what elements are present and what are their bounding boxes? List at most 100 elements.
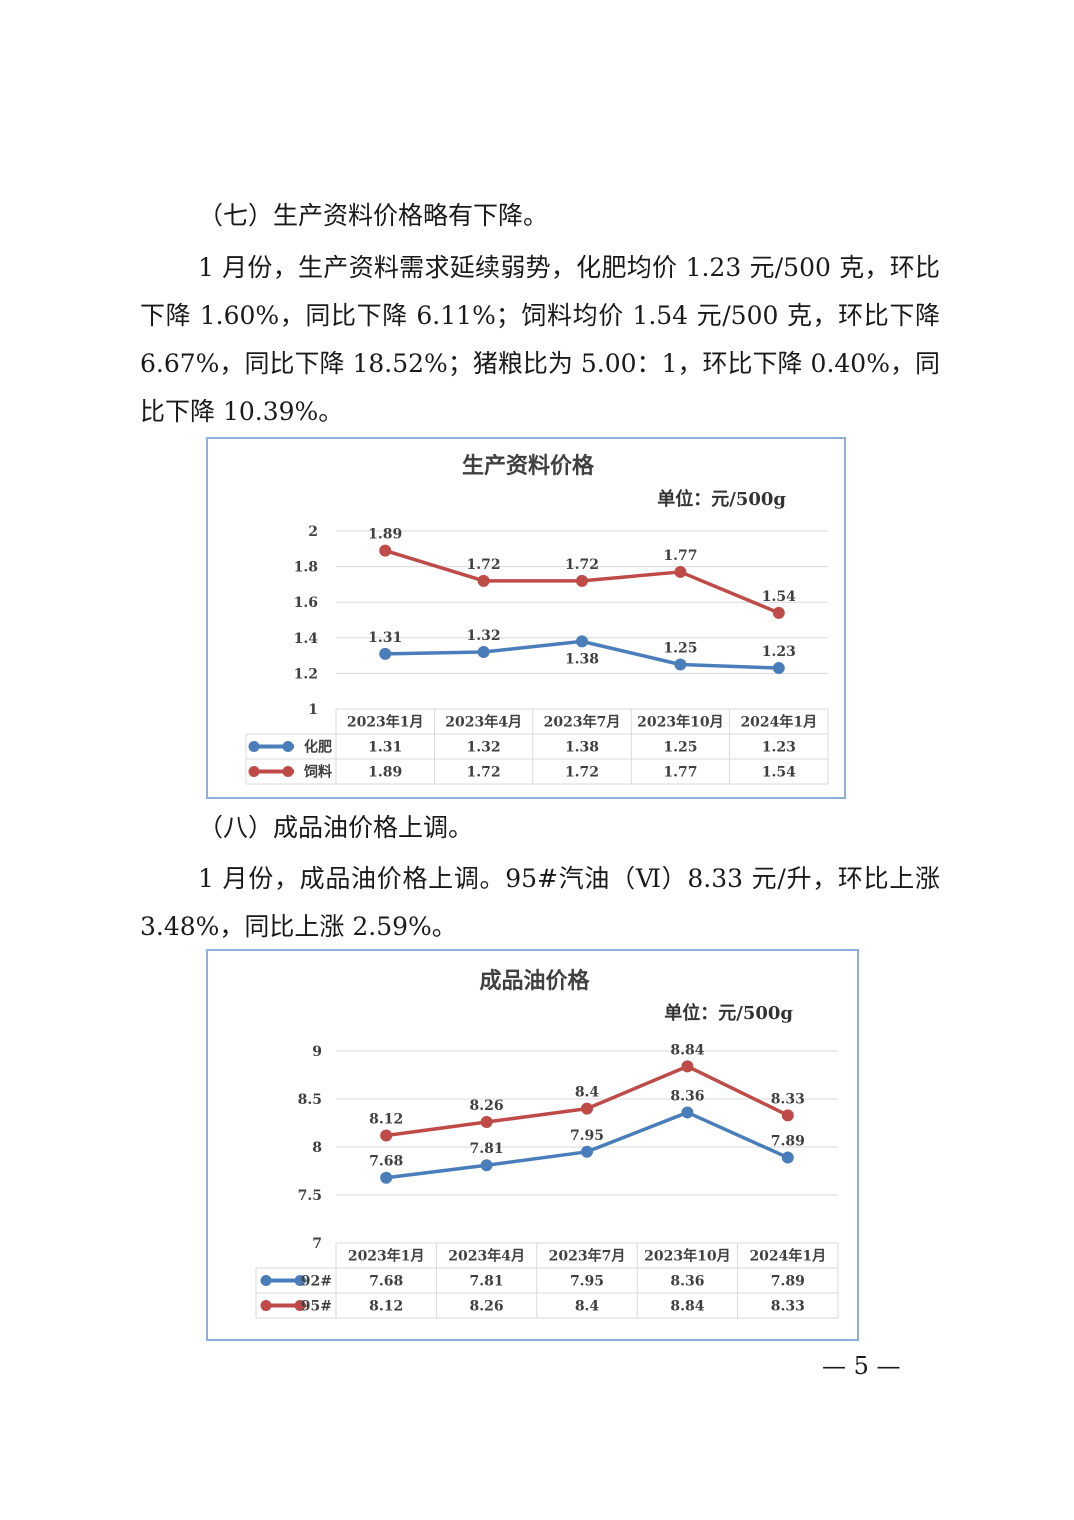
y-tick-label: 2 — [308, 524, 318, 540]
chart-title: 生产资料价格 — [462, 453, 595, 479]
y-tick-label: 1.4 — [294, 631, 319, 647]
data-point — [576, 574, 588, 587]
data-label: 1.25 — [663, 641, 697, 657]
y-tick-label: 8.5 — [298, 1092, 322, 1108]
data-label: 1.72 — [565, 557, 599, 573]
y-tick-label: 1 — [308, 702, 318, 718]
table-cell-value: 1.31 — [368, 740, 402, 756]
data-label: 1.54 — [762, 589, 796, 605]
data-point — [477, 646, 490, 659]
legend-marker — [282, 766, 294, 777]
table-cell-value: 1.38 — [565, 740, 599, 756]
chart-unit-label: 单位：元/500g — [657, 488, 786, 510]
data-label: 8.4 — [575, 1085, 600, 1101]
data-point — [480, 1159, 493, 1172]
table-cell-value: 8.33 — [771, 1299, 805, 1315]
data-label: 1.89 — [368, 527, 402, 543]
data-point — [380, 1171, 393, 1184]
y-tick-label: 1.6 — [294, 595, 318, 611]
data-label: 7.81 — [470, 1141, 504, 1157]
table-cell-value: 1.32 — [467, 740, 501, 756]
data-point — [477, 574, 490, 587]
x-category-label: 2023年4月 — [445, 714, 522, 731]
data-point — [772, 606, 785, 619]
data-table-grid — [255, 1242, 839, 1319]
data-point — [681, 1106, 694, 1119]
table-cell-value: 1.72 — [565, 765, 599, 781]
section7-paragraph: 1 月份，生产资料需求延续弱势，化肥均价 1.23 元/500 克，环比下降 1… — [140, 253, 940, 426]
table-cell-value: 1.25 — [663, 740, 697, 756]
data-label: 8.12 — [369, 1111, 403, 1127]
table-cell-value: 7.89 — [771, 1274, 805, 1290]
data-point — [674, 565, 687, 578]
data-label: 1.32 — [467, 628, 501, 644]
data-point — [674, 658, 687, 671]
table-cell-value: 8.26 — [470, 1299, 504, 1315]
table-cell-value: 1.23 — [762, 740, 796, 756]
production-materials-chart: 生产资料价格 单位：元/500g 1 1.2 1.4 1.6 1.8 2 2023年1月 2023… — [206, 437, 846, 799]
data-label: 8.84 — [670, 1042, 704, 1058]
data-table-grid — [245, 708, 829, 785]
data-label: 1.72 — [467, 557, 501, 573]
legend-marker — [260, 1300, 272, 1311]
data-label: 8.26 — [470, 1098, 504, 1114]
table-cell-value: 1.72 — [467, 765, 501, 781]
data-point — [379, 647, 392, 660]
data-label: 1.77 — [663, 548, 697, 564]
x-category-label: 2024年1月 — [740, 714, 817, 731]
data-label: 1.38 — [565, 651, 599, 667]
legend-label: 95# — [301, 1299, 332, 1315]
y-tick-label: 1.2 — [294, 666, 318, 682]
legend-label: 92# — [301, 1274, 332, 1290]
data-point — [480, 1116, 493, 1129]
legend-marker — [248, 766, 260, 777]
data-point — [581, 1145, 593, 1158]
x-category-label: 2024年1月 — [749, 1248, 826, 1265]
table-cell-value: 1.54 — [762, 765, 796, 781]
data-label: 7.89 — [771, 1134, 805, 1150]
data-point — [681, 1060, 694, 1073]
legend-marker — [282, 741, 294, 752]
table-cell-value: 8.4 — [575, 1299, 600, 1315]
legend-marker — [248, 741, 260, 752]
y-tick-label: 7 — [312, 1236, 322, 1252]
table-cell-value: 8.84 — [670, 1299, 704, 1315]
series-line — [385, 1064, 789, 1138]
x-category-label: 2023年1月 — [348, 1248, 425, 1265]
legend-marker — [294, 1300, 306, 1311]
data-label: 1.31 — [368, 630, 402, 646]
x-category-label: 2023年10月 — [637, 714, 723, 731]
legend-marker — [260, 1275, 272, 1286]
refined-oil-chart: 成品油价格单位：元/500g 7 7.5 8 8.5 9 2023年1月 2023年4月 202… — [206, 949, 859, 1341]
section7-heading: （七）生产资料价格略有下降。 — [198, 201, 549, 230]
page-number: — 5 — — [822, 1352, 901, 1380]
x-category-label: 2023年10月 — [644, 1248, 730, 1265]
section8-paragraph: 1 月份，成品油价格上调。95#汽油（Ⅵ）8.33 元/升，环比上涨 3.48%… — [140, 864, 940, 941]
section8-heading: （八）成品油价格上调。 — [198, 813, 474, 842]
data-label: 7.68 — [369, 1154, 403, 1170]
table-cell-value: 7.81 — [470, 1274, 504, 1290]
table-cell-value: 1.89 — [368, 765, 402, 781]
chart-title: 成品油价格 — [479, 968, 590, 994]
data-point — [781, 1109, 794, 1122]
data-point — [576, 635, 588, 648]
data-label: 7.95 — [570, 1128, 604, 1144]
x-category-label: 2023年7月 — [544, 714, 621, 731]
x-category-label: 2023年4月 — [448, 1248, 525, 1265]
y-tick-label: 8 — [312, 1140, 322, 1156]
data-point — [379, 544, 392, 557]
table-cell-value: 8.36 — [670, 1274, 704, 1290]
chart-unit-label: 单位：元/500g — [664, 1002, 793, 1024]
y-tick-label: 9 — [312, 1044, 322, 1060]
legend-marker — [294, 1275, 306, 1286]
series-line — [385, 1110, 789, 1180]
table-cell-value: 7.95 — [570, 1274, 604, 1290]
x-category-label: 2023年1月 — [347, 714, 424, 731]
legend-label: 饲料 — [303, 764, 332, 781]
data-point — [772, 662, 785, 675]
data-point — [581, 1102, 593, 1115]
data-label: 8.33 — [771, 1091, 805, 1107]
table-cell-value: 1.77 — [663, 765, 697, 781]
y-tick-label: 7.5 — [298, 1188, 322, 1204]
